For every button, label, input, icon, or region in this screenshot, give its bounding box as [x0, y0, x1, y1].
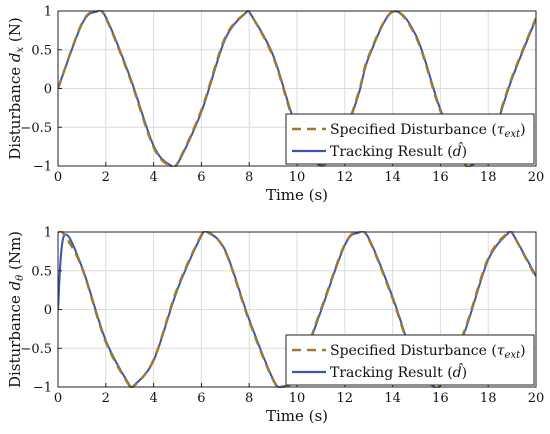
x-tick-label: 0 [54, 170, 62, 185]
x-axis-label: Time (s) [266, 407, 328, 425]
x-tick-label: 14 [384, 170, 401, 185]
x-tick-label: 10 [289, 391, 306, 406]
y-axis-label: Disturbance dθ (Nm) [6, 231, 26, 388]
x-tick-label: 0 [54, 391, 62, 406]
chart-panel-1: 0 2 4 6 8 10 12 14 16 18 20 −1 −0.5 0 0.5 1 Time (s) Dist… [6, 5, 544, 205]
x-tick-label: 14 [384, 391, 401, 406]
x-tick-label: 6 [197, 170, 205, 185]
y-tick-label: 0 [44, 303, 52, 318]
x-axis-label: Time (s) [266, 186, 328, 204]
x-tick-label: 2 [102, 170, 110, 185]
legend: Specified Disturbance (τext)Tracking Res… [285, 113, 535, 165]
y-tick-label: −1 [33, 381, 52, 396]
series-line-specified-disturbance [58, 10, 536, 167]
y-tick-label: 0.5 [31, 43, 52, 58]
legend-box [285, 334, 535, 386]
y-tick-label: 0.5 [31, 264, 52, 279]
legend-box [285, 113, 535, 165]
x-tick-label: 10 [289, 170, 306, 185]
y-tick-label: −1 [33, 160, 52, 175]
x-tick-label: 4 [149, 391, 157, 406]
legend-entry-label: Specified Disturbance (τext) [330, 343, 526, 361]
legend-entry-label: Specified Disturbance (τext) [330, 122, 526, 140]
x-tick-label: 8 [245, 170, 253, 185]
legend: Specified Disturbance (τext)Tracking Res… [285, 334, 535, 386]
x-tick-label: 20 [528, 170, 545, 185]
x-tick-label: 18 [480, 170, 497, 185]
y-tick-label: 0 [44, 82, 52, 97]
x-tick-label: 12 [337, 170, 354, 185]
y-tick-label: −0.5 [20, 121, 52, 136]
x-tick-label: 8 [245, 391, 253, 406]
chart-panel-2: 0 2 4 6 8 10 12 14 16 18 20 −1 −0.5 0 0.5 1 Time (s) Dist… [6, 226, 544, 426]
legend-entry-label: Tracking Result (d̂) [330, 362, 467, 381]
y-tick-label: −0.5 [20, 342, 52, 357]
y-axis-label: Disturbance dx (N) [6, 17, 26, 160]
legend-entry-label: Tracking Result (d̂) [330, 141, 467, 160]
x-tick-label: 20 [528, 391, 545, 406]
x-tick-label: 2 [102, 391, 110, 406]
x-tick-label: 12 [337, 391, 354, 406]
x-tick-label: 6 [197, 391, 205, 406]
x-tick-label: 16 [432, 170, 449, 185]
x-tick-label: 18 [480, 391, 497, 406]
y-tick-label: 1 [44, 5, 52, 20]
x-tick-label: 4 [149, 170, 157, 185]
x-tick-label: 16 [432, 391, 449, 406]
y-tick-label: 1 [44, 226, 52, 241]
